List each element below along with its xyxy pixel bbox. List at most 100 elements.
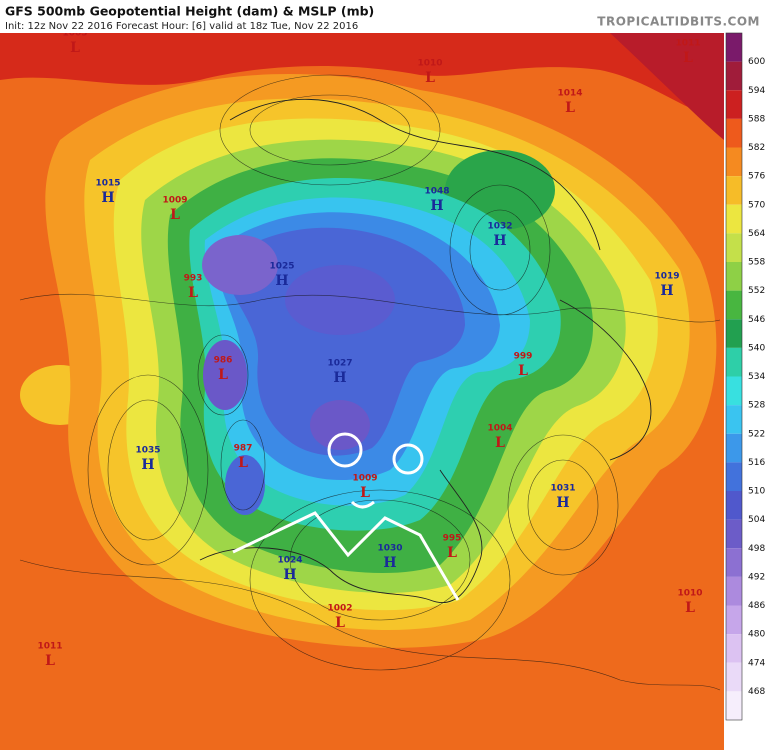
pressure-number: 1024 <box>277 556 302 566</box>
field-510 <box>285 265 395 335</box>
colorbar-label: 576 <box>748 172 765 182</box>
pressure-number: 1004 <box>487 424 512 434</box>
colorbar-label: 534 <box>748 372 765 382</box>
field-516 <box>225 455 265 515</box>
colorbar-swatch <box>726 605 742 635</box>
pressure-letter: L <box>685 600 695 616</box>
colorbar-label: 498 <box>748 544 765 554</box>
pressure-letter: H <box>101 190 114 206</box>
colorbar-swatch <box>726 33 742 62</box>
colorbar-swatch <box>726 147 742 177</box>
pressure-letter: L <box>218 367 228 383</box>
pressure-letter: L <box>683 50 693 66</box>
colorbar-swatch <box>726 176 742 205</box>
pressure-number: 1030 <box>377 544 402 554</box>
pressure-letter: L <box>425 70 435 86</box>
colorbar-label: 540 <box>748 343 765 353</box>
pressure-number: 1009 <box>162 196 187 206</box>
colorbar-label: 468 <box>748 687 765 697</box>
colorbar-label: 594 <box>748 86 765 96</box>
annotations <box>232 432 460 601</box>
colorbar-swatch <box>726 290 742 320</box>
field-516 <box>224 227 465 456</box>
colorbar-swatch <box>726 204 742 234</box>
pressure-letter: L <box>170 207 180 223</box>
colorbar-swatch <box>726 433 742 463</box>
pressure-letter: L <box>335 615 345 631</box>
height-field <box>0 33 724 750</box>
isobars <box>19 74 721 691</box>
colorbar-label: 504 <box>748 515 765 525</box>
coastlines <box>199 98 652 604</box>
colorbar-label: 600 <box>748 57 765 67</box>
pressure-number: 1014 <box>557 89 582 99</box>
pressure-number: 1009 <box>352 474 377 484</box>
map-title: GFS 500mb Geopotential Height (dam) & MS… <box>5 4 374 19</box>
pressure-letter: H <box>333 370 346 386</box>
pressure-letter: H <box>283 567 296 583</box>
pressure-number: 1010 <box>677 589 702 599</box>
colorbar-swatch <box>726 376 742 406</box>
init-info: Init: 12z Nov 22 2016 Forecast Hour: [6]… <box>5 21 358 32</box>
colorbar-label: 582 <box>748 143 765 153</box>
field-504 <box>203 340 247 410</box>
field-504 <box>310 400 370 450</box>
pressure-letter: H <box>383 555 396 571</box>
colorbar-swatch <box>726 405 742 434</box>
pressure-letter: L <box>238 455 248 471</box>
colorbar-swatch <box>726 576 742 606</box>
colorbar-label: 570 <box>748 200 765 210</box>
pressure-letter: L <box>360 485 370 501</box>
pressure-letter: H <box>556 495 569 511</box>
colorbar-label: 492 <box>748 572 765 582</box>
colorbar-swatch <box>726 662 742 692</box>
pressure-letter: H <box>430 198 443 214</box>
pressure-number: 986 <box>214 356 233 366</box>
header-bg <box>0 0 768 33</box>
field-600 <box>610 33 724 140</box>
colorbar-swatch <box>726 548 742 577</box>
colorbar-swatch <box>726 262 742 291</box>
colorbar-label: 510 <box>748 487 765 497</box>
colorbar-label: 480 <box>748 630 765 640</box>
colorbar-swatch <box>726 462 742 491</box>
pressure-number: 987 <box>234 444 253 454</box>
colorbar-label: 552 <box>748 286 765 296</box>
pressure-number: 1027 <box>327 359 352 369</box>
pressure-letter: L <box>565 100 575 116</box>
colorbar-label: 564 <box>748 229 765 239</box>
field-594 <box>0 33 724 120</box>
field-504 <box>202 235 278 295</box>
pressure-letter: H <box>275 273 288 289</box>
colorbar-swatch <box>726 90 742 119</box>
colorbar-swatch <box>726 519 742 549</box>
colorbar-frame <box>725 32 743 721</box>
pressure-number: 1035 <box>135 446 160 456</box>
colorbar-swatch <box>726 691 742 720</box>
colorbar-label: 516 <box>748 458 765 468</box>
pressure-letter: L <box>518 363 528 379</box>
pressure-number: 1031 <box>550 484 575 494</box>
colorbar-swatch <box>726 233 742 262</box>
pressure-letter: H <box>660 283 673 299</box>
pressure-number: 1015 <box>95 179 120 189</box>
pressure-number: 1032 <box>487 222 512 232</box>
pressure-number: 1010 <box>417 59 442 69</box>
pressure-number: 1025 <box>269 262 294 272</box>
colorbar: 600 594 588 582 576 570 564 558 552 546 540 534 528 5… <box>725 32 765 721</box>
colorbar-label: 546 <box>748 315 765 325</box>
pressure-letter: L <box>70 40 80 56</box>
pressure-letter: H <box>493 233 506 249</box>
colorbar-label: 474 <box>748 658 765 668</box>
pressure-letter: L <box>447 545 457 561</box>
pressure-letter: L <box>45 653 55 669</box>
colorbar-label: 588 <box>748 114 765 124</box>
colorbar-label: 558 <box>748 258 765 268</box>
pressure-number: 995 <box>443 534 462 544</box>
colorbar-swatch <box>726 491 742 520</box>
colorbar-swatch <box>726 61 742 91</box>
watermark: TROPICALTIDBITS.COM <box>597 15 760 29</box>
pressure-number: 993 <box>184 274 203 284</box>
